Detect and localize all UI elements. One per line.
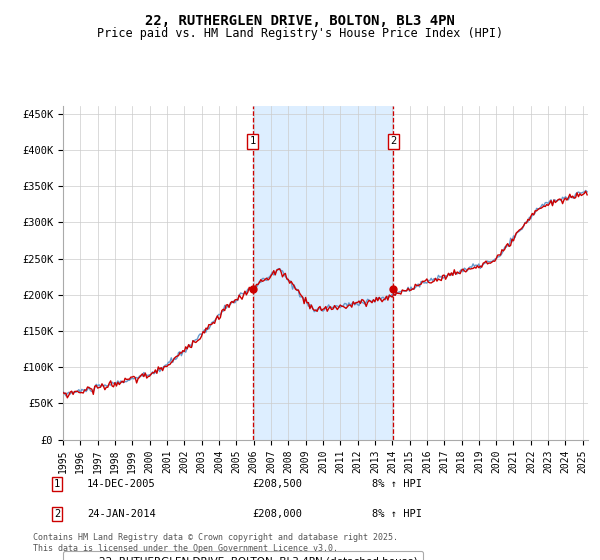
- Bar: [253, 106, 394, 440]
- Text: 2: 2: [54, 509, 60, 519]
- Text: Price paid vs. HM Land Registry's House Price Index (HPI): Price paid vs. HM Land Registry's House …: [97, 27, 503, 40]
- Text: £208,500: £208,500: [252, 479, 302, 489]
- Text: 22, RUTHERGLEN DRIVE, BOLTON, BL3 4PN: 22, RUTHERGLEN DRIVE, BOLTON, BL3 4PN: [145, 14, 455, 28]
- Text: 24-JAN-2014: 24-JAN-2014: [87, 509, 156, 519]
- Text: Contains HM Land Registry data © Crown copyright and database right 2025.
This d: Contains HM Land Registry data © Crown c…: [33, 533, 398, 553]
- Text: 14-DEC-2005: 14-DEC-2005: [87, 479, 156, 489]
- Text: 1: 1: [54, 479, 60, 489]
- Text: £208,000: £208,000: [252, 509, 302, 519]
- Text: 1: 1: [250, 137, 256, 146]
- Text: 8% ↑ HPI: 8% ↑ HPI: [372, 509, 422, 519]
- Legend: 22, RUTHERGLEN DRIVE, BOLTON, BL3 4PN (detached house), HPI: Average price, deta: 22, RUTHERGLEN DRIVE, BOLTON, BL3 4PN (d…: [63, 551, 423, 560]
- Text: 2: 2: [390, 137, 397, 146]
- Text: 8% ↑ HPI: 8% ↑ HPI: [372, 479, 422, 489]
